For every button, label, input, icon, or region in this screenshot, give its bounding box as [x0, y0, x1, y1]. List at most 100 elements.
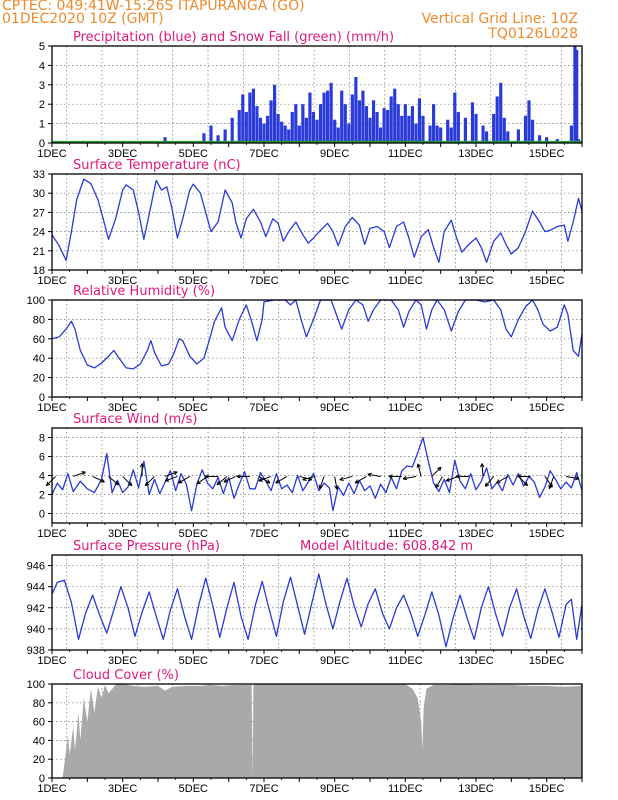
wind-vector-arrow: [484, 476, 495, 487]
x-tick-label: 11DEC: [388, 783, 423, 795]
wind-arrow-shaft: [403, 475, 417, 480]
wind-vector-arrow: [566, 475, 580, 481]
x-tick-label: 15DEC: [529, 655, 565, 667]
wind-vector-arrow: [196, 476, 208, 485]
y-tick-label: 80: [33, 314, 45, 326]
wind-arrow-head: [416, 463, 419, 468]
x-tick-label: 13DEC: [458, 783, 494, 795]
wind-arrow-head: [445, 477, 450, 482]
x-tick-label: 7DEC: [249, 148, 278, 160]
precipitation-bar: [421, 115, 425, 143]
wind-arrow-head: [267, 479, 271, 484]
x-tick-label: 13DEC: [458, 148, 494, 160]
wind-arrow-head: [339, 476, 344, 481]
wind-vector-arrow: [517, 474, 531, 479]
wind-arrow-head: [258, 477, 262, 482]
precipitation-bar: [322, 92, 326, 143]
precipitation-bar: [273, 84, 277, 143]
x-tick-label: 3DEC: [108, 655, 137, 667]
wind-arrow-head: [130, 481, 133, 486]
wind-arrow-head: [523, 483, 528, 487]
wind-arrow-head: [435, 485, 440, 489]
panel-6: 0 20 40 60 80 100 1DEC 3DEC 5DEC 7DEC 9DEC 11DEC 13D…: [27, 668, 583, 795]
wind-vector-arrow: [204, 474, 219, 479]
x-tick-label: 15DEC: [529, 783, 565, 795]
wind-vector-arrow: [318, 476, 325, 490]
wind-arrow-head: [354, 479, 358, 484]
y-tick-label: 24: [33, 227, 45, 239]
precipitation-bar: [354, 77, 358, 143]
wind-vector-arrow: [92, 475, 105, 483]
precipitation-bar: [393, 88, 397, 143]
precipitation-bar: [527, 100, 531, 143]
wind-arrow-shaft: [144, 476, 155, 486]
precipitation-bar: [241, 94, 245, 143]
run-date-label: 01DEC2020 10Z (GMT): [2, 11, 164, 27]
wind-arrow-head: [178, 479, 182, 484]
wind-vector-arrow: [144, 476, 155, 487]
y-tick-label: 0: [39, 509, 45, 521]
wind-arrow-head: [417, 463, 421, 468]
precipitation-bar: [347, 123, 351, 143]
precipitation-bar: [361, 90, 365, 143]
precipitation-bar: [357, 100, 361, 143]
wind-vector-arrow: [223, 475, 236, 483]
precipitation-bar: [276, 113, 280, 143]
precipitation-bar: [209, 125, 213, 143]
precipitation-bar: [573, 46, 577, 143]
precipitation-bar: [248, 92, 252, 143]
wind-arrow-head: [388, 475, 393, 479]
x-tick-label: 5DEC: [179, 655, 208, 667]
y-tick-label: 100: [27, 679, 45, 691]
wind-vector-arrow: [139, 463, 145, 477]
wind-arrow-head: [496, 479, 500, 484]
y-tick-label: 946: [27, 561, 45, 573]
x-tick-label: 5DEC: [179, 402, 208, 414]
precipitation-bar: [283, 125, 287, 143]
precipitation-bar: [287, 129, 291, 143]
panel-3: 0 20 40 60 80 100 1DEC 3DEC 5DEC 7DEC 9DEC 11DEC 13D…: [27, 284, 583, 414]
wind-arrow-shaft: [496, 476, 509, 484]
y-tick-label: 1: [39, 119, 45, 131]
wind-arrow-head: [388, 474, 393, 477]
y-tick-label: 40: [33, 735, 45, 747]
precipitation-bar: [280, 121, 284, 143]
precipitation-bar: [545, 137, 549, 143]
precipitation-bar: [470, 102, 475, 143]
wind-arrow-head: [336, 485, 339, 490]
precipitation-bar: [428, 125, 432, 143]
precipitation-bar: [336, 127, 340, 143]
y-tick-label: 60: [33, 717, 45, 729]
precipitation-bar: [326, 90, 330, 143]
x-tick-label: 3DEC: [108, 528, 137, 540]
wind-arrow-shaft: [165, 475, 178, 482]
wind-vector-arrow: [275, 476, 288, 484]
x-tick-label: 9DEC: [320, 655, 349, 667]
wind-vector-arrow: [367, 472, 381, 477]
precipitation-bar: [340, 90, 344, 143]
wind-arrow-shaft: [566, 475, 579, 480]
precipitation-bar: [502, 117, 506, 143]
precipitation-bar: [485, 131, 489, 143]
precipitation-bar: [407, 115, 411, 143]
wind-arrow-head: [302, 476, 307, 481]
wind-arrow-head: [455, 474, 460, 477]
y-tick-label: 20: [33, 754, 45, 766]
precipitation-bar: [269, 100, 273, 143]
panel-title: Surface Pressure (hPa): [73, 539, 220, 554]
y-tick-label: 40: [33, 353, 45, 365]
precipitation-bar: [371, 100, 376, 143]
precipitation-bar: [265, 115, 270, 143]
wind-arrow-head: [485, 484, 490, 487]
precipitation-bar: [304, 117, 308, 143]
precipitation-bar: [216, 135, 220, 143]
x-tick-label: 15DEC: [529, 402, 565, 414]
wind-arrow-head: [455, 475, 460, 479]
wind-arrow-shaft: [108, 476, 119, 486]
x-tick-label: 7DEC: [249, 783, 278, 795]
x-tick-label: 5DEC: [179, 148, 208, 160]
precipitation-bar: [403, 104, 407, 143]
precipitation-bar: [382, 108, 386, 143]
y-tick-label: 938: [27, 645, 45, 657]
y-tick-label: 0: [39, 138, 45, 150]
